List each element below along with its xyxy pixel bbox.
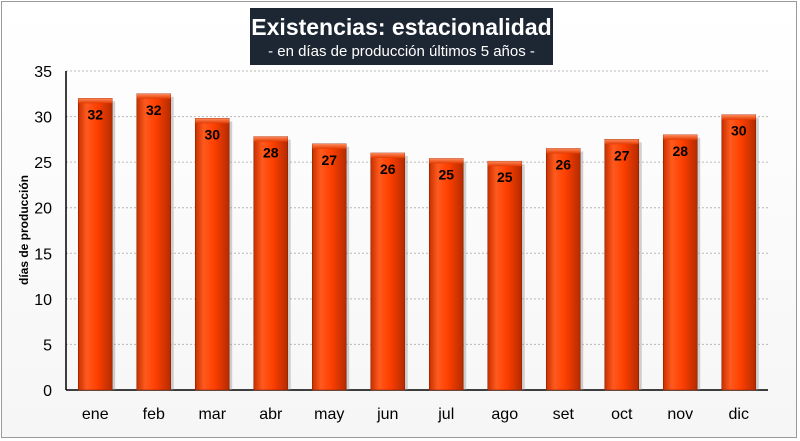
bar [370, 152, 406, 391]
chart-title: Existencias: estacionalidad [251, 14, 552, 40]
chart-title-box: Existencias: estacionalidad - en días de… [250, 8, 553, 65]
bar-value-label: 26 [555, 156, 571, 172]
bar-value-label: 30 [731, 123, 747, 139]
bar [428, 158, 464, 391]
bar-value-label: 26 [380, 161, 396, 177]
bar-value-label: 30 [204, 126, 220, 142]
y-tick-label: 0 [43, 383, 52, 400]
x-tick-label: jul [437, 406, 454, 423]
bar-value-label: 28 [263, 145, 279, 161]
y-tick-label: 5 [43, 337, 52, 354]
bar-value-label: 25 [438, 166, 454, 182]
y-tick-label: 20 [34, 201, 52, 218]
x-tick-label: set [553, 406, 575, 423]
x-tick-label: abr [259, 406, 283, 423]
bar-top-cap [663, 134, 698, 140]
bar [136, 93, 172, 391]
bar-top-cap [312, 143, 347, 149]
bar-top-cap [604, 139, 639, 145]
bar [662, 134, 698, 391]
chart-subtitle: - en días de producción últimos 5 años - [268, 43, 535, 60]
bar-top-cap [487, 161, 522, 167]
bar [253, 136, 289, 391]
bar-value-label: 27 [321, 152, 337, 168]
x-tick-label: may [314, 406, 344, 423]
bar [194, 118, 230, 391]
x-tick-label: ago [491, 406, 518, 423]
bar-value-label: 28 [672, 143, 688, 159]
x-tick-label: mar [198, 406, 226, 423]
bar-value-label: 32 [87, 106, 103, 122]
x-tick-label: nov [667, 406, 693, 423]
bar [604, 139, 640, 391]
bar [721, 114, 757, 391]
bar [311, 143, 347, 391]
y-tick-label: 30 [34, 110, 52, 127]
y-tick-label: 15 [34, 246, 52, 263]
bar [545, 148, 581, 391]
x-tick-label: ene [82, 406, 109, 423]
bar [487, 160, 523, 391]
y-tick-label: 35 [34, 64, 52, 81]
x-tick-label: feb [143, 406, 165, 423]
bar-top-cap [195, 118, 230, 124]
x-tick-label: jun [376, 406, 398, 423]
y-tick-label: 10 [34, 292, 52, 309]
bar-value-label: 27 [614, 147, 630, 163]
x-tick-label: oct [611, 406, 633, 423]
bar-top-cap [546, 148, 581, 154]
bar-value-label: 32 [146, 102, 162, 118]
bar-top-cap [721, 114, 756, 120]
bar-top-cap [78, 98, 113, 104]
bar-top-cap [370, 153, 405, 159]
bar-top-cap [429, 158, 464, 164]
bar-top-cap [253, 136, 288, 142]
bar-top-cap [136, 93, 171, 99]
bar-value-label: 25 [497, 169, 513, 185]
y-tick-label: 25 [34, 155, 52, 172]
bar [77, 98, 113, 391]
x-tick-label: dic [729, 406, 749, 423]
